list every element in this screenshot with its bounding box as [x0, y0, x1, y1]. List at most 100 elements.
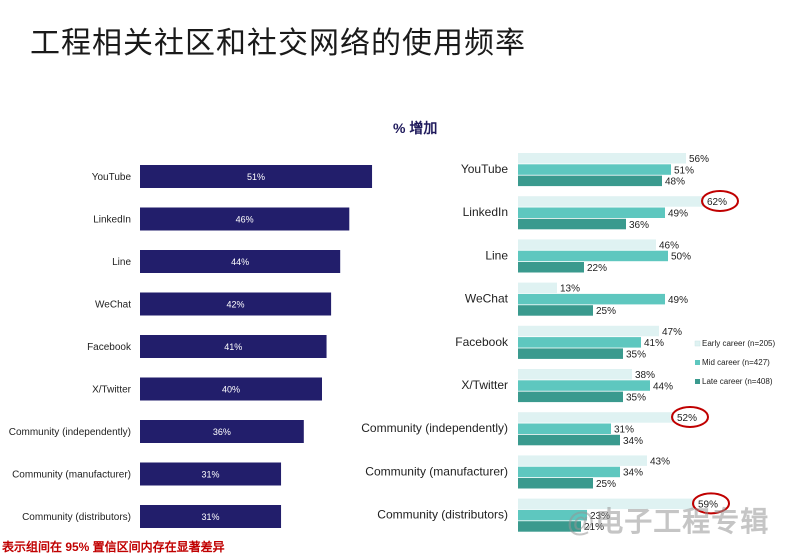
right-bar-line-early	[518, 239, 656, 250]
right-bar-wechat-early	[518, 282, 557, 294]
right-bar-facebook-late	[518, 348, 623, 359]
right-bar-value-facebook-mid: 41%	[644, 338, 664, 349]
left-bar-value-community-distributors: 31%	[202, 512, 220, 522]
right-category-label-community-distributors: Community (distributors)	[377, 508, 508, 522]
left-category-label-community-manufacturer: Community (manufacturer)	[12, 470, 131, 481]
left-category-label-youtube: YouTube	[92, 172, 132, 183]
right-category-label-linkedin: LinkedIn	[463, 205, 508, 219]
right-category-label-wechat: WeChat	[465, 292, 509, 306]
right-bar-value-x-twitter-early: 38%	[635, 370, 655, 381]
legend-swatch-mid	[695, 360, 700, 365]
right-bar-value-community-manufacturer-early: 43%	[650, 456, 670, 467]
left-category-label-wechat: WeChat	[95, 300, 131, 311]
right-bar-value-x-twitter-mid: 44%	[653, 381, 673, 392]
right-bar-line-mid	[518, 250, 668, 262]
legend-label-early: Early career (n=205)	[702, 339, 775, 348]
right-bar-value-linkedin-mid: 49%	[668, 209, 688, 220]
chart-legend: Early career (n=205) Mid career (n=427) La…	[694, 339, 775, 386]
right-bar-youtube-early	[518, 153, 686, 164]
right-bar-value-wechat-mid: 49%	[668, 295, 688, 306]
right-bar-x-twitter-late	[518, 391, 623, 403]
right-bar-community-manufacturer-late	[518, 478, 593, 489]
left-bar-value-line: 44%	[231, 257, 249, 267]
right-bar-value-community-independently-early: 52%	[677, 413, 697, 424]
right-bar-wechat-mid	[518, 293, 665, 305]
left-bar-community-independently	[140, 420, 304, 443]
left-category-label-community-independently: Community (independently)	[9, 427, 131, 438]
left-bar-community-distributors	[140, 505, 282, 528]
watermark: @电子工程专辑	[567, 506, 770, 537]
right-bar-facebook-early	[518, 325, 659, 337]
left-category-label-x-twitter: X/Twitter	[92, 385, 132, 396]
right-category-label-line: Line	[485, 248, 508, 262]
right-bar-community-independently-mid	[518, 423, 611, 434]
left-bar-value-youtube: 51%	[247, 172, 265, 182]
right-category-label-facebook: Facebook	[455, 335, 509, 349]
left-category-label-linkedin: LinkedIn	[93, 215, 131, 226]
right-bar-value-wechat-late: 25%	[596, 306, 616, 317]
right-bar-value-facebook-early: 47%	[662, 327, 682, 338]
right-bar-value-wechat-early: 13%	[560, 284, 580, 295]
right-bar-wechat-late	[518, 305, 593, 316]
significance-circle-community-distributors	[692, 492, 730, 515]
right-bar-value-community-manufacturer-late: 25%	[596, 479, 616, 490]
left-category-label-community-distributors: Community (distributors)	[22, 512, 131, 523]
right-bar-community-independently-late	[518, 434, 620, 446]
right-bar-community-distributors-mid	[518, 509, 587, 521]
left-bar-youtube	[140, 165, 373, 188]
right-bar-value-line-mid: 50%	[671, 252, 691, 263]
left-bar-x-twitter	[140, 377, 322, 401]
right-bar-facebook-mid	[518, 337, 641, 348]
left-bar-linkedin	[140, 207, 350, 231]
right-bar-value-community-manufacturer-mid: 34%	[623, 468, 643, 479]
legend-label-mid: Mid career (n=427)	[702, 358, 770, 367]
right-bar-x-twitter-early	[518, 369, 632, 380]
right-bar-community-distributors-early	[518, 498, 695, 510]
right-bar-line-late	[518, 262, 584, 273]
right-bar-youtube-late	[518, 175, 662, 187]
legend-swatch-early	[694, 340, 701, 347]
overall-bar-chart: YouTube 51% LinkedIn 46% Line 44% WeChat 42% Fac…	[9, 165, 373, 528]
right-category-label-youtube: YouTube	[461, 162, 508, 176]
right-bar-community-distributors-late	[518, 521, 581, 532]
right-category-label-community-manufacturer: Community (manufacturer)	[365, 464, 508, 478]
right-bar-value-linkedin-late: 36%	[629, 220, 649, 231]
right-bar-value-line-early: 46%	[659, 240, 679, 251]
chart-subtitle: % 增加	[393, 120, 438, 136]
left-bar-line	[140, 250, 341, 273]
right-bar-value-community-independently-mid: 31%	[614, 425, 634, 436]
career-grouped-bar-chart: YouTube 56%51%48% LinkedIn 62% 49% 36% Line 46%…	[361, 153, 739, 533]
page-title: 工程相关社区和社交网络的使用频率	[30, 26, 526, 61]
right-bar-linkedin-early	[518, 196, 704, 207]
right-bar-youtube-mid	[518, 164, 671, 175]
left-bar-value-linkedin: 46%	[236, 215, 254, 225]
right-bar-value-youtube-mid: 51%	[674, 165, 694, 176]
left-bar-community-manufacturer	[140, 462, 282, 486]
right-category-label-community-independently: Community (independently)	[361, 421, 508, 435]
right-bar-value-x-twitter-late: 35%	[626, 393, 646, 404]
left-category-label-line: Line	[112, 257, 131, 268]
legend-swatch-late	[695, 379, 700, 384]
right-bar-value-community-distributors-mid: 23%	[590, 511, 610, 522]
right-bar-community-manufacturer-early	[518, 455, 647, 466]
significance-circle-linkedin	[701, 189, 739, 212]
right-bar-linkedin-late	[518, 218, 626, 230]
right-bar-community-manufacturer-mid	[518, 466, 620, 478]
left-category-label-facebook: Facebook	[87, 342, 132, 353]
right-bar-value-youtube-late: 48%	[665, 177, 685, 188]
right-bar-value-community-distributors-early: 59%	[698, 500, 718, 511]
left-bar-value-community-manufacturer: 31%	[202, 470, 220, 480]
right-bar-x-twitter-mid	[518, 380, 650, 391]
left-bar-value-community-independently: 36%	[213, 427, 231, 437]
right-bar-value-linkedin-early: 62%	[707, 197, 727, 208]
left-bar-facebook	[140, 335, 327, 358]
right-bar-linkedin-mid	[518, 207, 665, 218]
right-bar-community-independently-early	[518, 412, 674, 423]
significance-circle-community-independently	[671, 405, 709, 428]
right-bar-value-community-distributors-late: 21%	[584, 522, 604, 533]
right-bar-value-line-late: 22%	[587, 263, 607, 274]
footnote: 表示组间在 95% 置信区间内存在显著差异	[2, 540, 225, 554]
left-bar-wechat	[140, 292, 332, 316]
right-bar-value-facebook-late: 35%	[626, 349, 646, 360]
